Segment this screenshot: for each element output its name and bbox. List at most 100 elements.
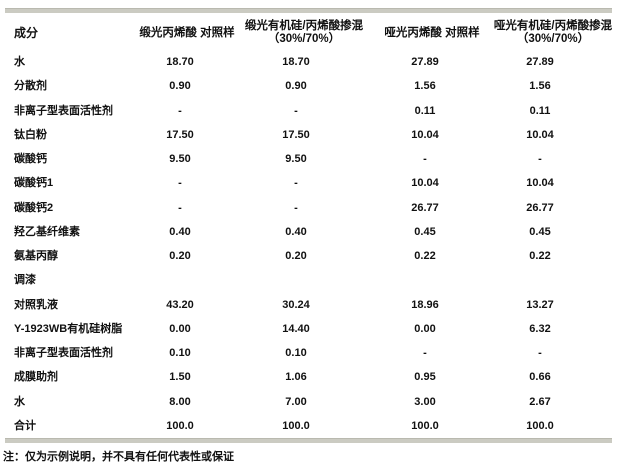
row-value: 100.0 [282, 419, 310, 432]
column-header-satin-silicone-acrylic-blend: 缎光有机硅/丙烯酸掺混 （30%/70%） [244, 20, 364, 45]
row-value: 26.77 [526, 201, 554, 214]
row-value: 10.04 [526, 177, 554, 190]
row-value: 6.32 [529, 322, 551, 335]
table-header-row: 成分 缎光丙烯酸 对照样 缎光有机硅/丙烯酸掺混 （30%/70%） 哑光丙烯酸… [0, 0, 617, 50]
row-value: 13.27 [526, 298, 554, 311]
row-value: - [294, 177, 298, 190]
row-label: 水 [14, 56, 25, 68]
row-value: 27.89 [411, 56, 439, 68]
column-header-matte-silicone-acrylic-blend: 哑光有机硅/丙烯酸掺混 （30%/70%） [493, 20, 613, 45]
table-row: 分散剂 0.90 0.90 1.56 1.56 [0, 74, 617, 98]
row-value: 3.00 [414, 395, 436, 408]
row-value: 18.96 [411, 298, 439, 311]
row-value: - [423, 347, 427, 359]
row-value: 18.70 [166, 56, 194, 68]
row-value: 10.04 [526, 128, 554, 141]
row-value: 1.56 [529, 80, 551, 93]
table-row: 钛白粉 17.50 17.50 10.04 10.04 [0, 123, 617, 147]
row-value: 10.04 [411, 177, 439, 190]
row-value: - [178, 104, 182, 117]
row-label: 碳酸钙 [14, 153, 47, 165]
row-label: 碳酸钙1 [14, 177, 54, 190]
row-value: 0.95 [414, 371, 436, 384]
row-value: 0.45 [529, 225, 551, 238]
row-value: 9.50 [169, 153, 191, 165]
row-value: 0.45 [414, 225, 436, 238]
row-value: 17.50 [166, 128, 194, 141]
row-value: 0.00 [169, 322, 191, 335]
row-value: - [423, 153, 427, 165]
table-top-rule [5, 8, 612, 13]
row-value: 7.00 [285, 395, 307, 408]
column-header-satin-acrylic-control: 缎光丙烯酸 对照样 [139, 27, 235, 39]
row-value: 0.40 [169, 225, 191, 238]
table-row: 水 8.00 7.00 3.00 2.67 [0, 390, 617, 414]
table-body: 水 18.70 18.70 27.89 27.89 分散剂 0.90 0.90 … [0, 50, 617, 438]
row-value: 1.06 [285, 371, 307, 384]
row-value: 14.40 [282, 322, 310, 335]
table-row: 非离子型表面活性剂 0.10 0.10 - - [0, 341, 617, 365]
row-label: 调漆 [14, 274, 36, 287]
row-label: 水 [14, 395, 25, 408]
row-value: 17.50 [282, 128, 310, 141]
row-label: 非离子型表面活性剂 [14, 347, 113, 359]
row-value: 0.90 [169, 80, 191, 93]
row-value: 2.67 [529, 395, 551, 408]
table-row: 碳酸钙 9.50 9.50 - - [0, 147, 617, 171]
row-label: 合计 [14, 419, 36, 432]
row-label: 成膜助剂 [14, 371, 58, 384]
row-label: 对照乳液 [14, 298, 58, 311]
row-value: 10.04 [411, 128, 439, 141]
table-bottom-rule [5, 438, 612, 443]
row-value: - [294, 201, 298, 214]
row-value: 1.50 [169, 371, 191, 384]
table-row: 水 18.70 18.70 27.89 27.89 [0, 50, 617, 74]
row-value: 100.0 [411, 419, 439, 432]
row-value: 0.40 [285, 225, 307, 238]
table-row: 氨基丙醇 0.20 0.20 0.22 0.22 [0, 244, 617, 268]
row-label: 碳酸钙2 [14, 201, 54, 214]
row-value: 8.00 [169, 395, 191, 408]
row-label: 钛白粉 [14, 128, 47, 141]
row-value: 0.10 [285, 347, 307, 359]
table-row: 成膜助剂 1.50 1.06 0.95 0.66 [0, 365, 617, 389]
row-label: 羟乙基纤维素 [14, 225, 80, 238]
row-value: 0.10 [169, 347, 191, 359]
row-value: 43.20 [166, 298, 194, 311]
row-value: 0.00 [414, 322, 436, 335]
row-value: 100.0 [526, 419, 554, 432]
row-value: 9.50 [285, 153, 307, 165]
row-value: - [294, 104, 298, 117]
row-label: 分散剂 [14, 80, 47, 93]
row-label: 氨基丙醇 [14, 250, 58, 262]
row-value: - [538, 153, 542, 165]
column-header-component: 成分 [14, 26, 39, 40]
row-value: 0.66 [529, 371, 551, 384]
row-value: 0.22 [414, 250, 436, 262]
row-value: - [178, 177, 182, 190]
row-value: 1.56 [414, 80, 436, 93]
table-row: 对照乳液 43.20 30.24 18.96 13.27 [0, 293, 617, 317]
table-row: Y-1923WB有机硅树脂 0.00 14.40 0.00 6.32 [0, 317, 617, 341]
table-row: 非离子型表面活性剂 - - 0.11 0.11 [0, 99, 617, 123]
table-row: 调漆 [0, 268, 617, 292]
row-value: 0.20 [169, 250, 191, 262]
row-value: 0.20 [285, 250, 307, 262]
table-row: 合计 100.0 100.0 100.0 100.0 [0, 414, 617, 438]
row-value: - [178, 201, 182, 214]
row-value: - [538, 347, 542, 359]
row-value: 18.70 [282, 56, 310, 68]
row-value: 30.24 [282, 298, 310, 311]
footnote: 注：仅为示例说明，并不具有任何代表性或保证 [3, 451, 234, 463]
row-value: 0.22 [529, 250, 551, 262]
row-label: Y-1923WB有机硅树脂 [14, 322, 123, 335]
row-value: 0.90 [285, 80, 307, 93]
table-row: 碳酸钙2 - - 26.77 26.77 [0, 196, 617, 220]
row-label: 非离子型表面活性剂 [14, 104, 113, 117]
table-row: 羟乙基纤维素 0.40 0.40 0.45 0.45 [0, 220, 617, 244]
row-value: 0.11 [529, 104, 551, 117]
row-value: 26.77 [411, 201, 439, 214]
row-value: 27.89 [526, 56, 554, 68]
row-value: 0.11 [414, 104, 436, 117]
